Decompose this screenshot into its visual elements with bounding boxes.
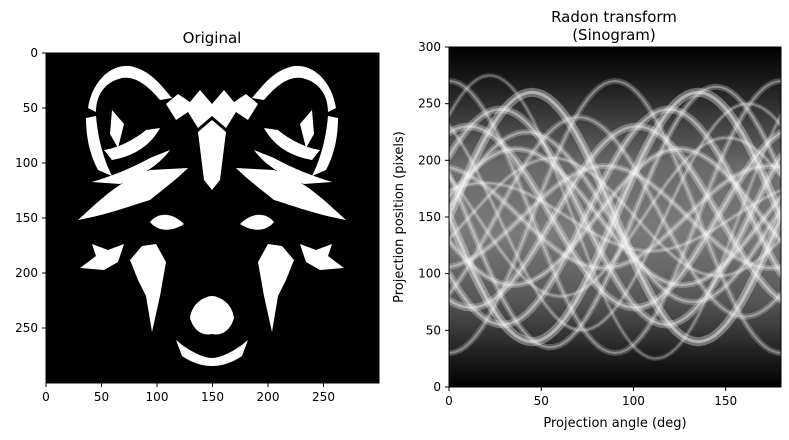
original-x-tick-label: 200 xyxy=(257,390,280,404)
original-x-tick-label: 250 xyxy=(312,390,335,404)
sinogram-x-tick-label: 100 xyxy=(622,394,645,408)
sinogram-curve xyxy=(449,102,781,332)
original-y-tick-label: 200 xyxy=(15,266,38,280)
sinogram-band xyxy=(449,122,781,312)
sinogram-ylabel: Projection position (pixels) xyxy=(392,131,407,303)
original-title: Original xyxy=(183,29,242,47)
original-y-tick-label: 0 xyxy=(30,46,38,60)
sinogram-curve xyxy=(449,85,781,349)
sinogram-curve xyxy=(449,157,781,277)
sinogram-y-tick-label: 0 xyxy=(433,380,441,394)
sinogram-curve xyxy=(449,108,781,326)
sinogram-x-tick-label: 150 xyxy=(714,394,737,408)
sinogram-curve xyxy=(449,136,781,298)
original-y-tick-label: 250 xyxy=(15,321,38,335)
sinogram-y-tick-label: 100 xyxy=(418,267,441,281)
original-y-tick-label: 100 xyxy=(15,156,38,170)
original-y-axis: 0 50 100 150 200 250 xyxy=(15,46,46,335)
sinogram-x-tick-label: 0 xyxy=(445,394,453,408)
sinogram-band xyxy=(449,180,781,254)
sinogram-curve xyxy=(449,90,781,344)
sinogram-band xyxy=(449,155,781,279)
sinogram-band xyxy=(449,145,781,289)
original-panel: Original xyxy=(15,29,380,404)
sinogram-x-axis: 0 50 100 150 xyxy=(445,387,737,408)
original-image xyxy=(46,53,379,383)
sinogram-band xyxy=(449,114,781,320)
sinogram-band xyxy=(449,73,781,361)
wolf-silhouette xyxy=(78,65,346,366)
original-x-tick-label: 150 xyxy=(201,390,224,404)
original-y-tick-label: 150 xyxy=(15,211,38,225)
sinogram-x-tick-label: 50 xyxy=(534,394,549,408)
sinogram-band xyxy=(449,146,781,288)
sinogram-band xyxy=(449,78,781,357)
original-y-tick-label: 50 xyxy=(23,101,38,115)
sinogram-curve xyxy=(449,90,781,344)
sinogram-curve xyxy=(449,125,781,309)
sinogram-band xyxy=(449,87,781,347)
sinogram-band xyxy=(449,87,781,347)
sinogram-band xyxy=(449,105,781,329)
sinogram-y-tick-label: 250 xyxy=(418,97,441,111)
sinogram-panel: Radon transform (Sinogram) 0 50 100 150 0 50… xyxy=(392,8,782,431)
sinogram-curve xyxy=(449,80,781,355)
sinogram-y-tick-label: 300 xyxy=(418,40,441,54)
sinogram-y-tick-label: 200 xyxy=(418,153,441,167)
sinogram-band xyxy=(449,162,781,272)
sinogram-curve xyxy=(449,130,781,304)
sinogram-band xyxy=(449,122,781,312)
sinogram-xlabel: Projection angle (deg) xyxy=(543,416,686,431)
sinogram-curve xyxy=(449,116,781,318)
sinogram-curve xyxy=(449,74,781,360)
sinogram-title-line2: (Sinogram) xyxy=(572,26,656,44)
sinogram-band xyxy=(449,105,781,329)
sinogram-curve xyxy=(449,182,781,252)
sinogram-y-axis: 0 50 100 150 200 250 300 xyxy=(418,40,449,394)
sinogram-curve xyxy=(449,147,781,287)
original-x-tick-label: 0 xyxy=(42,390,50,404)
sinogram-title-line1: Radon transform xyxy=(551,8,677,26)
sinogram-curve xyxy=(449,164,781,270)
sinogram-band xyxy=(449,162,781,272)
original-x-tick-label: 100 xyxy=(146,390,169,404)
sinogram-curve xyxy=(449,164,781,270)
sinogram-curve xyxy=(449,108,781,326)
sinogram-image xyxy=(449,47,781,387)
original-x-tick-label: 50 xyxy=(94,390,109,404)
sinogram-band xyxy=(449,83,781,351)
sinogram-band xyxy=(449,101,781,333)
sinogram-y-tick-label: 150 xyxy=(418,210,441,224)
sinogram-band xyxy=(449,77,781,356)
sinogram-curve xyxy=(449,79,781,354)
sinogram-band xyxy=(449,135,781,299)
sinogram-curve xyxy=(449,148,781,286)
original-x-axis: 0 50 100 150 200 250 xyxy=(42,383,335,404)
sinogram-y-tick-label: 50 xyxy=(426,323,441,337)
sinogram-band xyxy=(449,128,781,306)
sinogram-curve xyxy=(449,125,781,309)
